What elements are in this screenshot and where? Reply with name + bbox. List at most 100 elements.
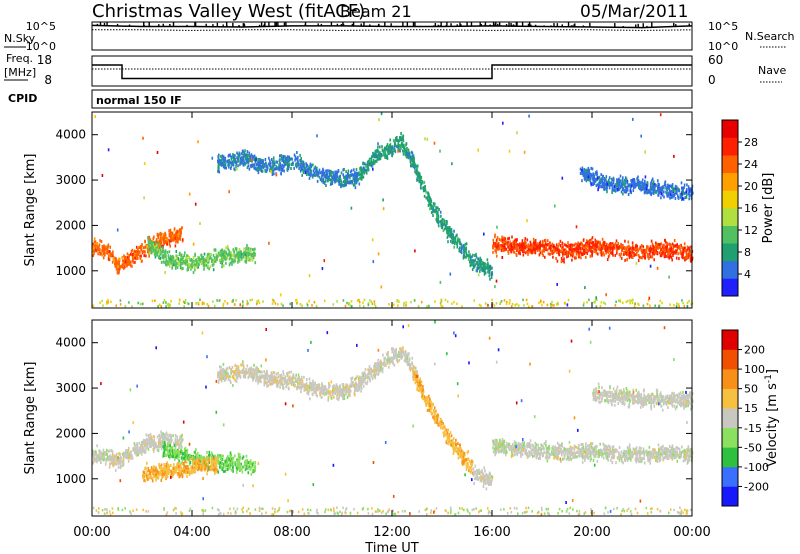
- echo-cell: [606, 190, 608, 193]
- echo-cell: [432, 210, 434, 213]
- colorbar-cell: [722, 278, 738, 296]
- echo-cell: [346, 175, 348, 178]
- echo-cell: [523, 254, 525, 257]
- echo-cell: [596, 251, 598, 254]
- ground-scatter-cell: [500, 301, 502, 304]
- ground-scatter-cell: [131, 305, 133, 308]
- echo-cell: [470, 264, 472, 267]
- echo-cell: [170, 229, 172, 232]
- echo-cell: [425, 188, 427, 191]
- ground-scatter-cell: [426, 305, 428, 308]
- echo-cell: [678, 257, 680, 260]
- ground-scatter-cell: [523, 304, 525, 307]
- echo-cell: [356, 168, 358, 171]
- echo-cell: [606, 186, 608, 189]
- colorbar-cell: [722, 173, 738, 191]
- echo-cell: [113, 259, 115, 262]
- echo-cell: [369, 164, 371, 167]
- echo-cell: [281, 164, 283, 167]
- frequency-panel: Freq. [MHz] 18 8 60 0 Nave: [4, 52, 786, 87]
- colorbar-tick-label: 4: [744, 268, 751, 281]
- echo-cell: [471, 261, 473, 264]
- echo-cell: [282, 155, 284, 158]
- echo-cell: [545, 239, 547, 242]
- echo-cell: [148, 239, 150, 242]
- ground-scatter-cell: [120, 303, 122, 306]
- echo-cell: [233, 156, 235, 159]
- echo-cell: [310, 174, 312, 177]
- echo-cell: [451, 231, 453, 234]
- ground-scatter-cell: [369, 299, 371, 302]
- echo-cell: [166, 238, 168, 241]
- echo-cell: [217, 167, 219, 170]
- echo-cell: [443, 229, 445, 232]
- ground-scatter-cell: [224, 300, 226, 303]
- echo-cell: [641, 244, 643, 247]
- echo-cell: [535, 239, 537, 242]
- echo-cell: [112, 463, 114, 466]
- echo-cell: [473, 261, 475, 264]
- scatter-cell: [451, 162, 453, 165]
- echo-cell: [109, 463, 111, 466]
- echo-cell: [455, 238, 457, 241]
- echo-cell: [292, 162, 294, 165]
- echo-cell: [587, 245, 589, 248]
- echo-cell: [671, 185, 673, 188]
- echo-cell: [619, 183, 621, 186]
- echo-cell: [398, 139, 400, 142]
- echo-cell: [162, 254, 164, 257]
- echo-cell: [207, 259, 209, 262]
- ground-scatter-cell: [594, 301, 596, 304]
- echo-cell: [109, 246, 111, 249]
- scatter-cell: [240, 303, 242, 306]
- echo-cell: [607, 183, 609, 186]
- echo-cell: [225, 262, 227, 265]
- ground-scatter-cell: [541, 304, 543, 307]
- scatter-cell: [632, 118, 634, 121]
- scatter-cell: [567, 303, 569, 306]
- echo-cell: [623, 182, 625, 185]
- echo-cell: [236, 248, 238, 251]
- echo-cell: [101, 254, 103, 257]
- echo-cell: [456, 241, 458, 244]
- echo-cell: [494, 234, 496, 237]
- echo-cell: [583, 173, 585, 176]
- echo-cell: [125, 260, 127, 263]
- echo-cell: [176, 250, 178, 253]
- echo-cell: [545, 246, 547, 249]
- echo-cell: [314, 167, 316, 170]
- echo-cell: [355, 174, 357, 177]
- echo-cell: [430, 199, 432, 202]
- echo-cell: [597, 183, 599, 186]
- echo-cell: [599, 243, 601, 246]
- scatter-cell: [439, 150, 441, 153]
- freq-label: Freq.: [6, 52, 33, 65]
- colorbar-cell: [722, 261, 738, 279]
- echo-cell: [445, 220, 447, 223]
- echo-cell: [514, 251, 516, 254]
- echo-cell: [579, 254, 581, 257]
- power-colorbar-label: Power [dB]: [761, 173, 776, 244]
- echo-cell: [641, 181, 643, 184]
- ground-scatter-cell: [398, 300, 400, 303]
- velocity-panel: 4000300020001000 Slant Range [km]: [23, 320, 694, 516]
- echo-cell: [686, 193, 688, 196]
- echo-cell: [349, 176, 351, 179]
- echo-cell: [230, 254, 232, 257]
- echo-cell: [566, 253, 568, 256]
- echo-cell: [440, 215, 442, 218]
- scatter-cell: [668, 276, 670, 279]
- ground-scatter-cell: [596, 305, 598, 308]
- echo-cell: [406, 156, 408, 159]
- cpid-panel: CPID normal 150 IF: [8, 90, 692, 108]
- echo-cell: [146, 444, 148, 447]
- echo-cell: [606, 175, 608, 178]
- echo-cell: [191, 261, 193, 264]
- ground-scatter-cell: [440, 304, 442, 307]
- echo-cell: [627, 246, 629, 249]
- echo-cell: [580, 172, 582, 175]
- echo-cell: [187, 268, 189, 271]
- ground-scatter-cell: [543, 301, 545, 304]
- echo-cell: [269, 159, 271, 162]
- echo-cell: [154, 246, 156, 249]
